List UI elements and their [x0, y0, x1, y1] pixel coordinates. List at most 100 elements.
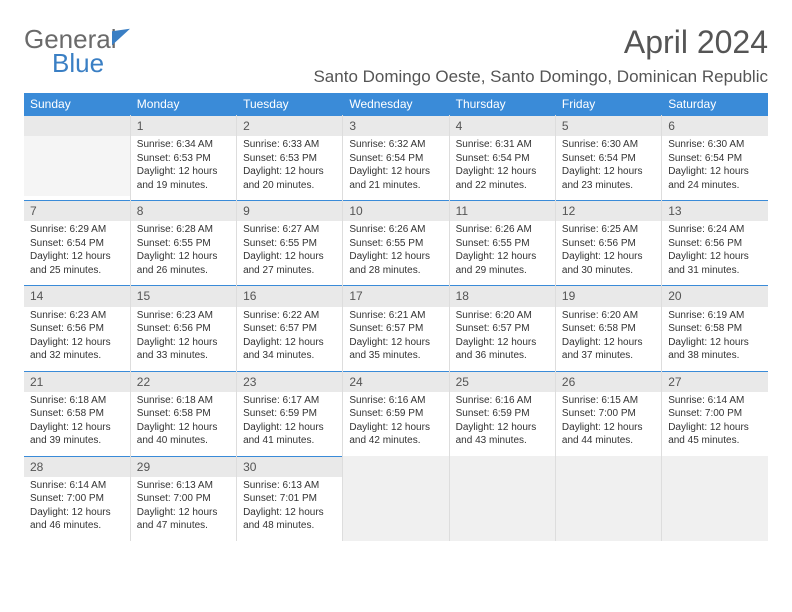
calendar-day-cell: 26Sunrise: 6:15 AMSunset: 7:00 PMDayligh… [555, 371, 661, 456]
day-daylight2: and 28 minutes. [349, 264, 442, 278]
day-sunrise: Sunrise: 6:20 AM [456, 309, 549, 323]
day-sunset: Sunset: 6:56 PM [30, 322, 124, 336]
day-daylight2: and 20 minutes. [243, 179, 336, 193]
day-number: 9 [237, 200, 342, 221]
day-number: 23 [237, 371, 342, 392]
day-body [24, 136, 130, 196]
day-number: 21 [24, 371, 130, 392]
calendar-day-cell: 13Sunrise: 6:24 AMSunset: 6:56 PMDayligh… [662, 200, 768, 285]
day-sunset: Sunset: 7:00 PM [668, 407, 762, 421]
calendar-day-cell: 16Sunrise: 6:22 AMSunset: 6:57 PMDayligh… [237, 285, 343, 370]
day-body: Sunrise: 6:16 AMSunset: 6:59 PMDaylight:… [343, 392, 448, 456]
day-number: 10 [343, 200, 448, 221]
day-daylight2: and 26 minutes. [137, 264, 230, 278]
day-daylight1: Daylight: 12 hours [30, 421, 124, 435]
day-body: Sunrise: 6:18 AMSunset: 6:58 PMDaylight:… [24, 392, 130, 456]
day-sunrise: Sunrise: 6:18 AM [137, 394, 230, 408]
day-number: 19 [556, 285, 661, 306]
day-sunset: Sunset: 6:57 PM [349, 322, 442, 336]
calendar-day-cell: 21Sunrise: 6:18 AMSunset: 6:58 PMDayligh… [24, 371, 130, 456]
day-body: Sunrise: 6:34 AMSunset: 6:53 PMDaylight:… [131, 136, 236, 200]
calendar-day-cell: 22Sunrise: 6:18 AMSunset: 6:58 PMDayligh… [130, 371, 236, 456]
day-daylight2: and 32 minutes. [30, 349, 124, 363]
day-daylight1: Daylight: 12 hours [562, 336, 655, 350]
day-body: Sunrise: 6:27 AMSunset: 6:55 PMDaylight:… [237, 221, 342, 285]
calendar-day-cell: 9Sunrise: 6:27 AMSunset: 6:55 PMDaylight… [237, 200, 343, 285]
calendar-day-cell: 10Sunrise: 6:26 AMSunset: 6:55 PMDayligh… [343, 200, 449, 285]
day-body: Sunrise: 6:14 AMSunset: 7:00 PMDaylight:… [24, 477, 130, 541]
day-number: 26 [556, 371, 661, 392]
day-daylight1: Daylight: 12 hours [243, 165, 336, 179]
day-body: Sunrise: 6:33 AMSunset: 6:53 PMDaylight:… [237, 136, 342, 200]
calendar-day-cell: 5Sunrise: 6:30 AMSunset: 6:54 PMDaylight… [555, 115, 661, 200]
day-daylight2: and 22 minutes. [456, 179, 549, 193]
day-body: Sunrise: 6:15 AMSunset: 7:00 PMDaylight:… [556, 392, 661, 456]
day-daylight1: Daylight: 12 hours [137, 165, 230, 179]
day-sunset: Sunset: 6:56 PM [137, 322, 230, 336]
day-sunrise: Sunrise: 6:13 AM [137, 479, 230, 493]
day-sunset: Sunset: 6:57 PM [456, 322, 549, 336]
day-body: Sunrise: 6:23 AMSunset: 6:56 PMDaylight:… [24, 307, 130, 371]
day-number: 30 [237, 456, 342, 477]
day-daylight2: and 31 minutes. [668, 264, 762, 278]
day-sunset: Sunset: 6:59 PM [243, 407, 336, 421]
day-sunrise: Sunrise: 6:25 AM [562, 223, 655, 237]
day-body: Sunrise: 6:31 AMSunset: 6:54 PMDaylight:… [450, 136, 555, 200]
day-number: 13 [662, 200, 768, 221]
calendar-day-cell: 7Sunrise: 6:29 AMSunset: 6:54 PMDaylight… [24, 200, 130, 285]
day-daylight2: and 34 minutes. [243, 349, 336, 363]
day-sunset: Sunset: 6:54 PM [456, 152, 549, 166]
day-daylight1: Daylight: 12 hours [137, 336, 230, 350]
day-daylight2: and 38 minutes. [668, 349, 762, 363]
day-sunset: Sunset: 6:56 PM [562, 237, 655, 251]
day-number: 1 [131, 115, 236, 136]
day-sunset: Sunset: 6:55 PM [137, 237, 230, 251]
calendar-day-cell: 2Sunrise: 6:33 AMSunset: 6:53 PMDaylight… [237, 115, 343, 200]
calendar-week-row: 21Sunrise: 6:18 AMSunset: 6:58 PMDayligh… [24, 371, 768, 456]
calendar-day-cell: 6Sunrise: 6:30 AMSunset: 6:54 PMDaylight… [662, 115, 768, 200]
day-daylight2: and 44 minutes. [562, 434, 655, 448]
day-daylight1: Daylight: 12 hours [243, 336, 336, 350]
day-number: 28 [24, 456, 130, 477]
day-sunrise: Sunrise: 6:18 AM [30, 394, 124, 408]
calendar-day-cell: 24Sunrise: 6:16 AMSunset: 6:59 PMDayligh… [343, 371, 449, 456]
day-daylight2: and 47 minutes. [137, 519, 230, 533]
calendar-day-cell [662, 456, 768, 541]
day-number: 12 [556, 200, 661, 221]
weekday-header: Monday [130, 93, 236, 115]
day-sunrise: Sunrise: 6:23 AM [30, 309, 124, 323]
day-sunset: Sunset: 7:01 PM [243, 492, 336, 506]
day-sunset: Sunset: 6:56 PM [668, 237, 762, 251]
day-sunrise: Sunrise: 6:22 AM [243, 309, 336, 323]
day-sunrise: Sunrise: 6:21 AM [349, 309, 442, 323]
day-daylight2: and 48 minutes. [243, 519, 336, 533]
day-number: 8 [131, 200, 236, 221]
day-sunset: Sunset: 6:55 PM [349, 237, 442, 251]
day-sunrise: Sunrise: 6:17 AM [243, 394, 336, 408]
day-sunrise: Sunrise: 6:14 AM [30, 479, 124, 493]
day-body: Sunrise: 6:26 AMSunset: 6:55 PMDaylight:… [450, 221, 555, 285]
day-sunrise: Sunrise: 6:26 AM [456, 223, 549, 237]
calendar-day-cell: 8Sunrise: 6:28 AMSunset: 6:55 PMDaylight… [130, 200, 236, 285]
day-sunrise: Sunrise: 6:34 AM [137, 138, 230, 152]
day-sunset: Sunset: 7:00 PM [137, 492, 230, 506]
day-body: Sunrise: 6:29 AMSunset: 6:54 PMDaylight:… [24, 221, 130, 285]
day-number: 4 [450, 115, 555, 136]
day-body: Sunrise: 6:23 AMSunset: 6:56 PMDaylight:… [131, 307, 236, 371]
title-block: April 2024 Santo Domingo Oeste, Santo Do… [313, 24, 768, 87]
calendar-day-cell: 3Sunrise: 6:32 AMSunset: 6:54 PMDaylight… [343, 115, 449, 200]
day-sunrise: Sunrise: 6:14 AM [668, 394, 762, 408]
day-body: Sunrise: 6:30 AMSunset: 6:54 PMDaylight:… [556, 136, 661, 200]
calendar-day-cell: 11Sunrise: 6:26 AMSunset: 6:55 PMDayligh… [449, 200, 555, 285]
day-body: Sunrise: 6:26 AMSunset: 6:55 PMDaylight:… [343, 221, 448, 285]
day-number: 7 [24, 200, 130, 221]
day-sunset: Sunset: 6:53 PM [243, 152, 336, 166]
day-number: 6 [662, 115, 768, 136]
weekday-header-row: Sunday Monday Tuesday Wednesday Thursday… [24, 93, 768, 115]
day-sunrise: Sunrise: 6:32 AM [349, 138, 442, 152]
calendar-day-cell: 28Sunrise: 6:14 AMSunset: 7:00 PMDayligh… [24, 456, 130, 541]
day-body: Sunrise: 6:19 AMSunset: 6:58 PMDaylight:… [662, 307, 768, 371]
calendar-day-cell [449, 456, 555, 541]
day-daylight2: and 45 minutes. [668, 434, 762, 448]
calendar-day-cell: 14Sunrise: 6:23 AMSunset: 6:56 PMDayligh… [24, 285, 130, 370]
